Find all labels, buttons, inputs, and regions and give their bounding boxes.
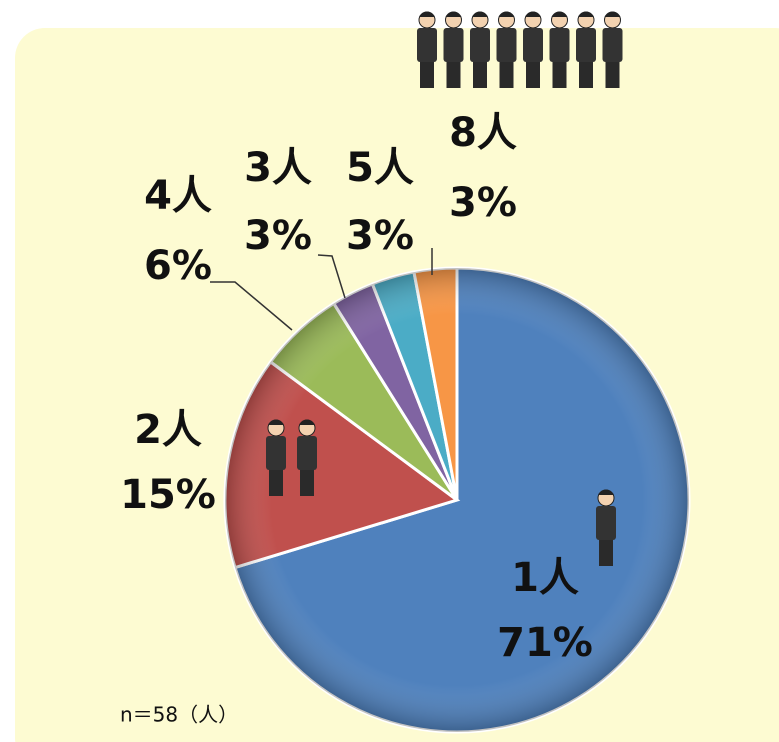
category-label: 5人	[346, 145, 414, 191]
person-icon	[596, 506, 616, 540]
person-icon	[268, 419, 284, 425]
person-icon	[579, 62, 593, 88]
person-icon	[604, 11, 621, 17]
category-label: 1人	[511, 555, 579, 601]
person-icon	[498, 11, 515, 17]
person-icon	[473, 62, 487, 88]
person-icon	[300, 470, 314, 496]
person-icon	[576, 28, 596, 62]
note: n＝58（人）	[120, 703, 238, 727]
person-icon	[605, 62, 620, 88]
leader-line	[317, 254, 346, 299]
category-label: 2人	[134, 407, 202, 453]
person-icon	[499, 62, 514, 88]
person-icon	[266, 436, 286, 470]
person-icon	[549, 28, 570, 62]
person-icon	[269, 470, 283, 496]
person-icon	[445, 11, 462, 17]
value-label: 71%	[497, 620, 593, 666]
value-label: 15%	[120, 472, 216, 518]
person-icon	[419, 11, 435, 17]
person-icon	[443, 28, 464, 62]
category-label: 4人	[144, 173, 212, 219]
person-icon	[417, 28, 437, 62]
person-icon	[297, 436, 317, 470]
person-icon	[599, 540, 613, 566]
person-icon	[525, 11, 541, 17]
person-icon	[470, 28, 490, 62]
person-icon	[299, 419, 315, 425]
person-icon	[526, 62, 540, 88]
person-icon	[496, 28, 517, 62]
leader-line	[210, 281, 293, 331]
value-label: 3%	[449, 180, 517, 226]
person-icon	[551, 11, 568, 17]
person-icon	[446, 62, 461, 88]
value-label: 6%	[144, 243, 212, 289]
person-icon	[472, 11, 488, 17]
person-icon	[602, 28, 623, 62]
value-label: 3%	[346, 213, 414, 259]
category-label: 3人	[244, 145, 312, 191]
person-icon	[598, 489, 614, 495]
value-label: 3%	[244, 213, 312, 259]
person-icon	[552, 62, 567, 88]
person-icon	[523, 28, 543, 62]
person-icon	[420, 62, 434, 88]
category-label: 8人	[449, 110, 517, 156]
person-icon	[578, 11, 594, 17]
